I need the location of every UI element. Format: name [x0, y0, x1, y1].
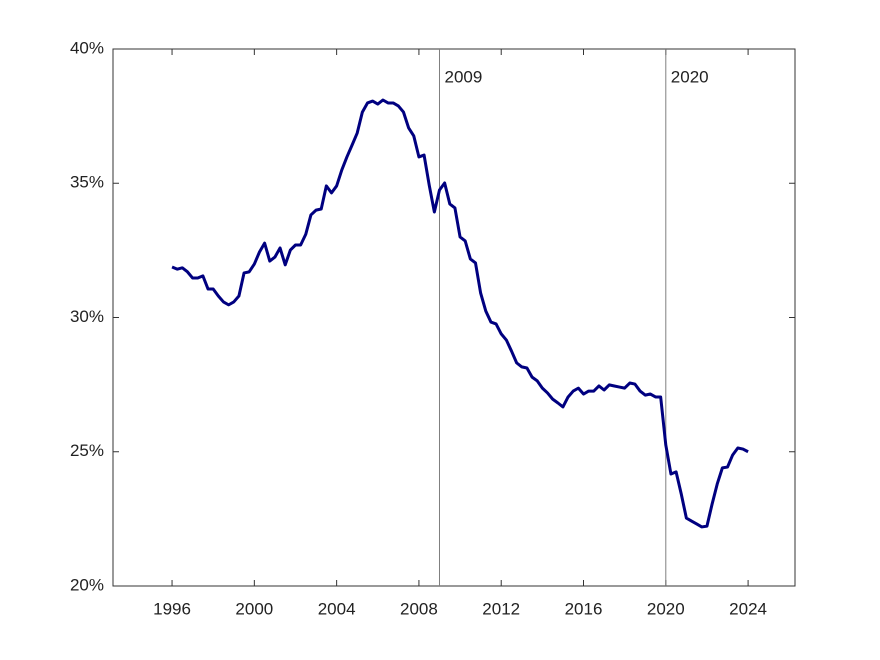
x-tick-label: 2000 [235, 599, 273, 618]
x-tick-label: 2004 [318, 599, 356, 618]
y-tick-label: 20% [70, 575, 104, 594]
reference-label: 2009 [444, 67, 482, 86]
y-tick-label: 25% [70, 441, 104, 460]
x-tick-label: 2024 [729, 599, 767, 618]
y-tick-label: 30% [70, 307, 104, 326]
x-tick-label: 2016 [565, 599, 603, 618]
data-line [171, 98, 749, 529]
reference-label: 2020 [671, 67, 709, 86]
x-tick-label: 2012 [482, 599, 520, 618]
x-tick-label: 1996 [153, 599, 191, 618]
x-tick-label: 2008 [400, 599, 438, 618]
x-tick-label: 2020 [647, 599, 685, 618]
y-tick-label: 40% [70, 38, 104, 57]
y-tick-label: 35% [70, 173, 104, 192]
